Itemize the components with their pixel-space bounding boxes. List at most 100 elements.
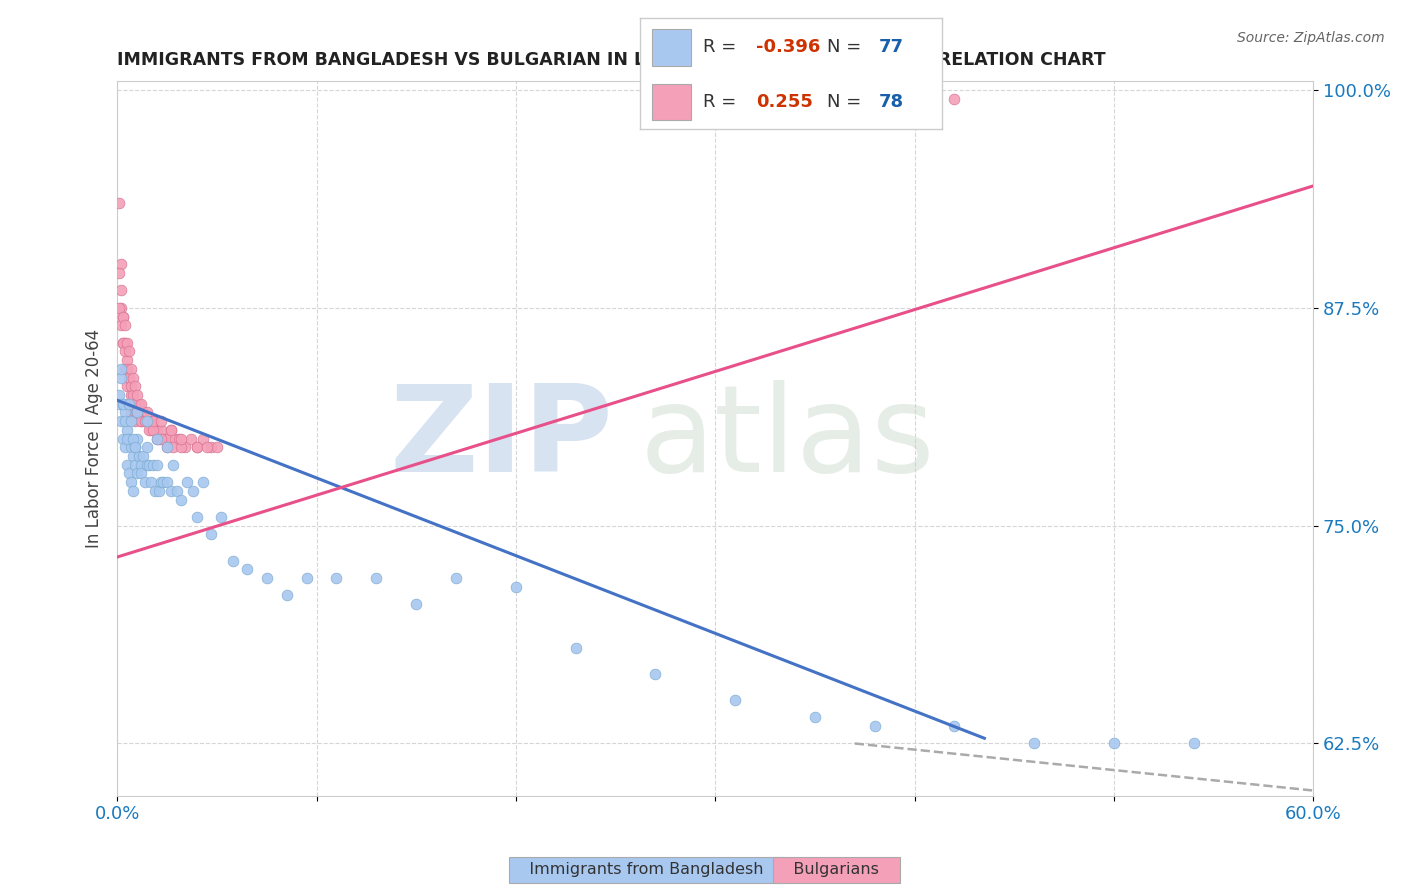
Text: atlas: atlas — [640, 380, 935, 497]
Point — [1182, 737, 1205, 751]
Point — [170, 432, 193, 446]
Point — [118, 397, 141, 411]
Point — [114, 440, 136, 454]
Point — [142, 414, 165, 428]
Point — [127, 405, 149, 419]
Point — [112, 432, 135, 446]
Point — [176, 475, 198, 489]
Point — [152, 432, 174, 446]
Point — [120, 388, 142, 402]
Point — [138, 423, 160, 437]
Point — [186, 510, 208, 524]
Point — [943, 92, 966, 106]
Point — [136, 440, 159, 454]
Point — [124, 405, 146, 419]
Point — [110, 301, 132, 315]
Point — [209, 510, 232, 524]
Text: IMMIGRANTS FROM BANGLADESH VS BULGARIAN IN LABOR FORCE | AGE 20-64 CORRELATION C: IMMIGRANTS FROM BANGLADESH VS BULGARIAN … — [117, 51, 1105, 69]
Point — [174, 440, 197, 454]
Point — [120, 379, 142, 393]
Point — [108, 397, 131, 411]
Point — [160, 423, 183, 437]
FancyBboxPatch shape — [652, 84, 692, 120]
Point — [118, 467, 141, 481]
Point — [124, 379, 146, 393]
Point — [186, 440, 208, 454]
Point — [564, 640, 586, 655]
Text: R =: R = — [703, 93, 748, 111]
Text: Source: ZipAtlas.com: Source: ZipAtlas.com — [1237, 31, 1385, 45]
Point — [162, 440, 184, 454]
Point — [122, 449, 145, 463]
Point — [191, 432, 214, 446]
Point — [143, 423, 166, 437]
Point — [108, 266, 131, 280]
Point — [146, 458, 169, 472]
Point — [134, 475, 156, 489]
Point — [115, 353, 138, 368]
Point — [129, 414, 152, 428]
Point — [108, 388, 131, 402]
Point — [134, 414, 156, 428]
Point — [295, 571, 318, 585]
Point — [136, 414, 159, 428]
Point — [146, 432, 169, 446]
Text: Immigrants from Bangladesh: Immigrants from Bangladesh — [515, 863, 779, 877]
Point — [108, 196, 131, 211]
Point — [118, 344, 141, 359]
Point — [115, 432, 138, 446]
Point — [139, 423, 162, 437]
Point — [195, 440, 218, 454]
Point — [118, 370, 141, 384]
Point — [115, 423, 138, 437]
Point — [114, 344, 136, 359]
Point — [122, 483, 145, 498]
Point — [127, 388, 149, 402]
Point — [124, 397, 146, 411]
Point — [325, 571, 347, 585]
Point — [146, 423, 169, 437]
Point — [112, 397, 135, 411]
Text: -0.396: -0.396 — [756, 38, 821, 56]
Point — [148, 432, 170, 446]
Point — [156, 475, 179, 489]
Point — [200, 527, 222, 541]
Point — [120, 440, 142, 454]
Point — [146, 432, 169, 446]
Point — [142, 458, 165, 472]
Text: 78: 78 — [879, 93, 904, 111]
Point — [150, 475, 173, 489]
Point — [136, 405, 159, 419]
Point — [129, 414, 152, 428]
Point — [156, 440, 179, 454]
Point — [114, 405, 136, 419]
Point — [112, 335, 135, 350]
Text: ZIP: ZIP — [389, 380, 613, 497]
Point — [138, 414, 160, 428]
Point — [405, 597, 427, 611]
Point — [114, 362, 136, 376]
Point — [200, 440, 222, 454]
Point — [115, 362, 138, 376]
Point — [127, 467, 149, 481]
Point — [110, 370, 132, 384]
Point — [124, 440, 146, 454]
Point — [152, 475, 174, 489]
Point — [114, 318, 136, 333]
Text: 0.255: 0.255 — [756, 93, 813, 111]
Point — [142, 414, 165, 428]
Point — [127, 405, 149, 419]
Text: R =: R = — [703, 38, 742, 56]
Point — [129, 467, 152, 481]
Point — [1024, 737, 1046, 751]
Point — [160, 423, 183, 437]
Point — [191, 475, 214, 489]
FancyBboxPatch shape — [652, 29, 692, 66]
Point — [166, 483, 188, 498]
Point — [256, 571, 278, 585]
Point — [170, 492, 193, 507]
Point — [114, 335, 136, 350]
Point — [114, 414, 136, 428]
Point — [138, 458, 160, 472]
Point — [160, 483, 183, 498]
